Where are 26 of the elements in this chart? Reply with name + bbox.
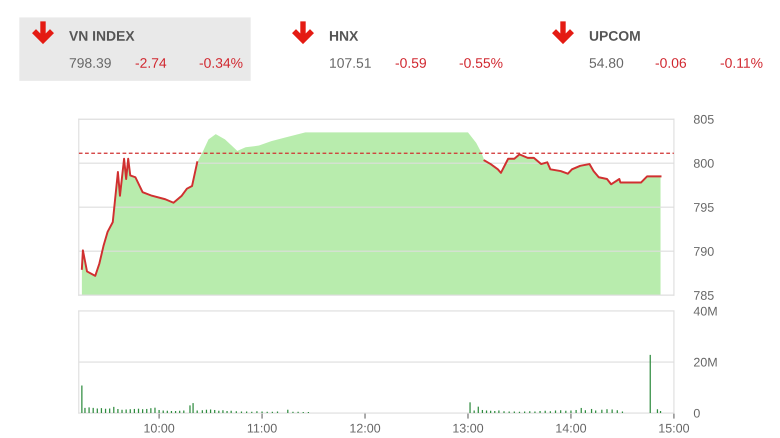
category-label: VN INDEX xyxy=(69,31,134,41)
y-tick-label: 0 xyxy=(694,408,700,418)
text: -0.59 xyxy=(396,58,426,68)
text: 107.51 xyxy=(330,58,371,68)
text: 798.39 xyxy=(70,58,111,68)
x-tick-label: 11:00 xyxy=(248,424,277,433)
x-tick-label: 12:00 xyxy=(350,424,380,433)
x-tick-label: 15:00 xyxy=(659,424,690,433)
y-tick-label: 800 xyxy=(694,158,714,168)
text: -2.74 xyxy=(136,58,166,68)
text: -0.11% xyxy=(720,58,763,68)
y-tick-label: 785 xyxy=(694,291,714,300)
category-label: UPCOM xyxy=(590,30,640,41)
category-label: HNX xyxy=(330,31,358,41)
x-tick-label: 13:00 xyxy=(453,424,484,433)
y-tick-label: 805 xyxy=(694,114,714,124)
text: -0.55% xyxy=(460,58,503,68)
y-tick-label: 790 xyxy=(694,246,714,256)
y-tick-label: 20M xyxy=(694,358,717,367)
text: -0.06 xyxy=(656,58,686,68)
x-tick-label: 10:00 xyxy=(144,424,174,433)
y-tick-label: 40M xyxy=(694,306,717,316)
text: 54.80 xyxy=(590,58,624,68)
y-tick-label: 795 xyxy=(694,202,714,212)
text: -0.34% xyxy=(200,58,243,68)
x-tick-label: 14:00 xyxy=(556,424,586,433)
